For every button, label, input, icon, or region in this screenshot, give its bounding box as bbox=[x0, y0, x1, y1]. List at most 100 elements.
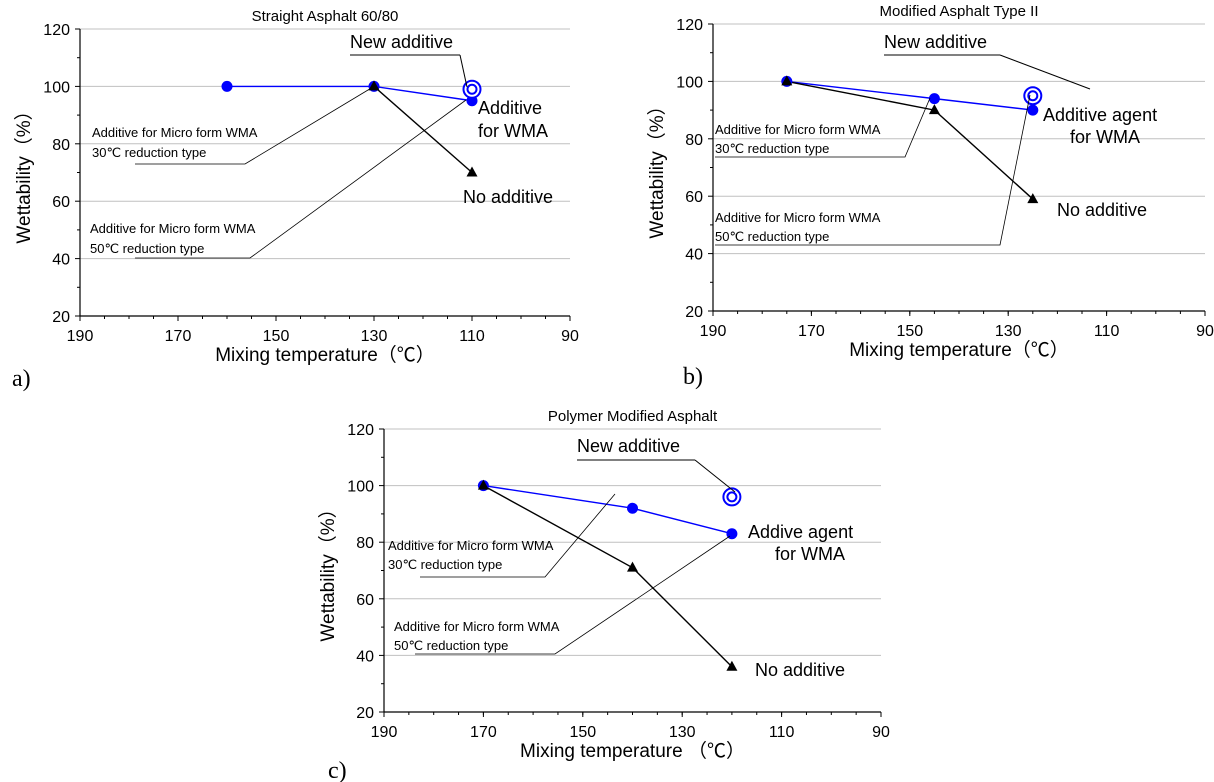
annotation-wma-additive: Additive for WMA bbox=[478, 98, 548, 141]
annotation-line: 30℃ reduction type bbox=[388, 557, 502, 572]
y-tick-label: 120 bbox=[347, 422, 374, 439]
y-tick-label: 120 bbox=[676, 17, 703, 34]
y-tick-label: 120 bbox=[43, 22, 70, 39]
y-tick-label: 20 bbox=[685, 304, 703, 321]
x-tick-label: 190 bbox=[67, 328, 94, 345]
leader-line bbox=[135, 86, 374, 165]
chart-title: Polymer Modified Asphalt bbox=[548, 408, 718, 425]
annotation-line: for WMA bbox=[775, 544, 845, 564]
chart-title: Modified Asphalt Type II bbox=[880, 3, 1039, 20]
data-point-no-additive bbox=[1027, 193, 1039, 204]
y-tick-label: 20 bbox=[356, 705, 374, 722]
x-axis-title: Mixing temperature（℃） bbox=[215, 344, 435, 366]
chart-panel: 20 40 60 80 100 120 190 170 150 130 110 90 Modified … bbox=[646, 3, 1214, 390]
data-point-no-additive bbox=[477, 479, 489, 490]
x-tick-label: 170 bbox=[798, 323, 825, 340]
y-tick-label: 40 bbox=[685, 247, 703, 264]
no-additive-line bbox=[483, 484, 733, 668]
wma-additive-line bbox=[227, 85, 473, 102]
annotation-50c-type: Additive for Micro form WMA 50℃ reduction… bbox=[394, 619, 560, 653]
chart-panel: 20 40 60 80 100 120 190 170 150 130 110 90 Polymer M… bbox=[317, 408, 890, 782]
x-tick-label: 130 bbox=[995, 323, 1022, 340]
x-tick-label: 110 bbox=[459, 328, 485, 345]
annotation-no-additive: No additive bbox=[755, 660, 845, 680]
panel-letter: b) bbox=[683, 364, 703, 390]
x-tick-label: 110 bbox=[1094, 323, 1120, 340]
data-point-new-additive-inner bbox=[1027, 90, 1039, 102]
wma-additive-line bbox=[483, 484, 733, 535]
x-tick-label: 150 bbox=[896, 323, 923, 340]
y-tick-label: 80 bbox=[52, 137, 70, 154]
annotation-line: Additive agent bbox=[1043, 105, 1157, 125]
leader-line bbox=[135, 99, 467, 259]
x-axis-title: Mixing temperature （℃） bbox=[520, 740, 745, 762]
data-point-wma bbox=[221, 80, 233, 92]
annotation-line: 30℃ reduction type bbox=[92, 145, 206, 160]
x-tick-label: 150 bbox=[263, 328, 290, 345]
x-tick-label: 90 bbox=[872, 724, 890, 741]
data-point-wma bbox=[928, 93, 940, 105]
annotation-30c-type: Additive for Micro form WMA 30℃ reduction… bbox=[715, 122, 881, 156]
annotation-no-additive: No additive bbox=[1057, 200, 1147, 220]
y-axis-title: Wettability（%） bbox=[646, 96, 668, 238]
annotation-line: 50℃ reduction type bbox=[715, 229, 829, 244]
y-tick-label: 20 bbox=[52, 309, 70, 326]
x-tick-label: 150 bbox=[569, 724, 596, 741]
annotation-line: Additive bbox=[478, 98, 542, 118]
x-tick-label: 110 bbox=[769, 724, 795, 741]
annotation-no-additive: No additive bbox=[463, 187, 553, 207]
y-tick-label: 40 bbox=[356, 648, 374, 665]
annotation-new-additive: New additive bbox=[577, 436, 680, 456]
leader-line bbox=[999, 54, 1091, 90]
leader-line bbox=[715, 97, 931, 158]
data-point-no-additive bbox=[627, 561, 638, 572]
data-point-no-additive bbox=[781, 75, 793, 86]
annotation-line: 50℃ reduction type bbox=[394, 638, 508, 653]
data-point-wma bbox=[1027, 104, 1039, 116]
data-point-no-additive bbox=[726, 660, 738, 671]
annotation-line: 50℃ reduction type bbox=[90, 241, 204, 256]
y-tick-label: 40 bbox=[52, 252, 70, 269]
x-tick-label: 170 bbox=[470, 724, 497, 741]
annotation-line: for WMA bbox=[1070, 127, 1140, 147]
data-point-no-additive bbox=[928, 104, 940, 115]
leader-line bbox=[415, 535, 731, 655]
x-axis-title: Mixing temperature（℃） bbox=[849, 339, 1069, 361]
annotation-line: 30℃ reduction type bbox=[715, 141, 829, 156]
x-tick-label: 190 bbox=[371, 724, 398, 741]
leader-line bbox=[459, 54, 468, 88]
leader-line bbox=[694, 459, 736, 493]
data-point-wma bbox=[627, 502, 638, 514]
x-tick-label: 130 bbox=[361, 328, 388, 345]
data-point-new-additive-inner bbox=[466, 83, 478, 95]
annotation-line: Additive for Micro form WMA bbox=[92, 125, 258, 140]
x-tick-label: 190 bbox=[700, 323, 727, 340]
x-tick-label: 90 bbox=[561, 328, 579, 345]
panel-letter: a) bbox=[12, 366, 31, 392]
x-tick-label: 90 bbox=[1196, 323, 1214, 340]
chart-title: Straight Asphalt 60/80 bbox=[252, 8, 399, 25]
annotation-wma-additive: Additive agent for WMA bbox=[1043, 105, 1157, 147]
annotation-line: Additive for Micro form WMA bbox=[394, 619, 560, 634]
annotation-50c-type: Additive for Micro form WMA 50℃ reduction… bbox=[715, 210, 881, 244]
leader-line bbox=[420, 493, 616, 578]
y-axis-title: Wettability（%） bbox=[317, 499, 339, 641]
annotation-50c-type: Additive for Micro form WMA 50℃ reduction… bbox=[90, 221, 256, 256]
annotation-30c-type: Additive for Micro form WMA 30℃ reduction… bbox=[388, 538, 554, 572]
no-additive-line bbox=[373, 85, 473, 174]
annotation-line: for WMA bbox=[478, 121, 548, 141]
data-point-new-additive-inner bbox=[726, 491, 738, 503]
y-tick-label: 100 bbox=[43, 79, 70, 96]
y-tick-label: 100 bbox=[676, 74, 703, 91]
annotation-line: Additive for Micro form WMA bbox=[90, 221, 256, 236]
y-tick-label: 100 bbox=[347, 479, 374, 496]
annotation-30c-type: Additive for Micro form WMA 30℃ reduction… bbox=[92, 125, 258, 160]
annotation-new-additive: New additive bbox=[884, 32, 987, 52]
annotation-line: Addive agent bbox=[748, 522, 853, 542]
chart-panel: 20 40 60 80 100 120 190 170 150 130 110 90 Straight … bbox=[12, 8, 579, 392]
x-tick-label: 130 bbox=[669, 724, 696, 741]
y-tick-label: 60 bbox=[356, 592, 374, 609]
annotation-line: Additive for Micro form WMA bbox=[715, 210, 881, 225]
y-tick-label: 60 bbox=[52, 194, 70, 211]
